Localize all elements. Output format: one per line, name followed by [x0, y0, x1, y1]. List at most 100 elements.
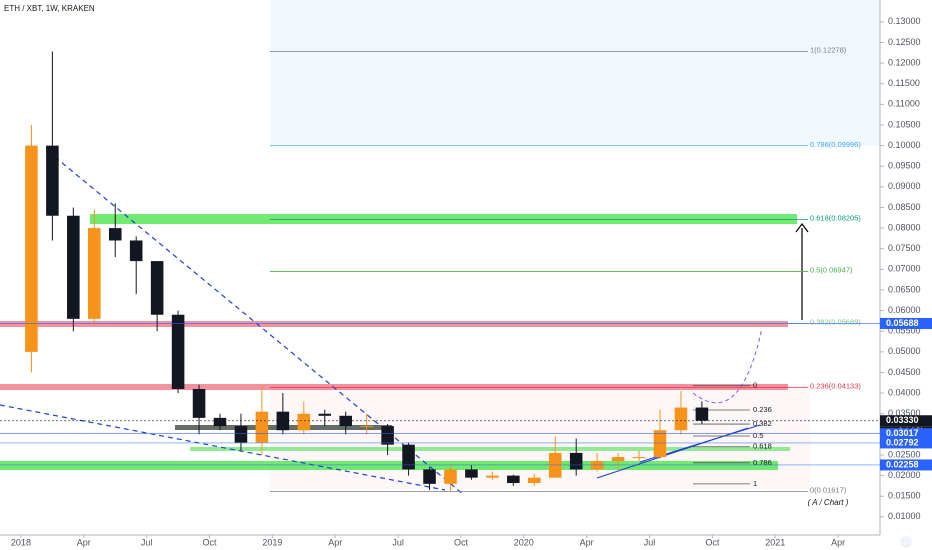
candle-body [402, 444, 415, 470]
y-tick-label: 0.07000 [888, 264, 921, 274]
x-tick-label: Oct [203, 537, 218, 547]
small-fib-label: 0.382 [753, 419, 772, 428]
y-tick-label: 0.01500 [888, 491, 921, 501]
fib-label: 0.236(0.04133) [810, 382, 861, 391]
candle-body [381, 426, 394, 445]
candle-body [255, 411, 269, 443]
candle-body [213, 417, 227, 427]
y-tick-label: 0.05000 [888, 346, 921, 356]
x-tick-label: Oct [454, 537, 469, 547]
candle-body [129, 240, 143, 262]
arrow-head [795, 223, 809, 233]
x-tick-label: 2021 [765, 537, 785, 547]
y-tick-label: 0.11000 [888, 99, 920, 109]
price-tag-label: 0.03330 [886, 415, 919, 425]
x-tick-label: Oct [705, 537, 720, 547]
projection [692, 327, 763, 404]
small-fib-label: 0.236 [753, 405, 772, 414]
y-tick-label: 0.04500 [888, 367, 921, 377]
x-tick-label: 2018 [11, 537, 31, 547]
candle-body [653, 430, 667, 458]
candle-body [465, 469, 478, 478]
price-tag [880, 317, 932, 329]
candle-body [276, 411, 290, 431]
y-tick-label: 0.02000 [888, 470, 921, 480]
fib-label: 0.382(0.05689) [810, 317, 861, 326]
fib-label: 0.786(0.09996) [810, 140, 861, 149]
y-tick-label: 0.06000 [888, 305, 921, 315]
y-tick-label: 0.12500 [888, 37, 921, 47]
fib-label: 0(0.01617) [810, 485, 847, 494]
fib-label: 0.5(0.06947) [810, 266, 853, 275]
zone [90, 214, 797, 224]
fib-fill [270, 385, 810, 490]
y-tick-label: 0.12000 [888, 57, 921, 67]
chart-title: ETH / XBT, 1W, KRAKEN [4, 4, 95, 13]
candle-body [297, 413, 311, 431]
candle-body [150, 261, 164, 315]
x-tick-label: Apr [831, 537, 845, 547]
x-tick-label: Apr [77, 537, 91, 547]
price-tag-label: 0.02792 [886, 437, 919, 447]
small-fib-label: 0.786 [753, 458, 772, 467]
price-tag-label: 0.03017 [886, 428, 919, 438]
fib-fill [270, 0, 880, 146]
x-tick-label: Jul [644, 537, 656, 547]
candle-body [25, 145, 38, 352]
candle-body [88, 228, 101, 319]
small-fib-label: 0.618 [753, 442, 772, 451]
x-tick-label: Jul [141, 537, 153, 547]
candle-body [171, 314, 185, 389]
candle-body [507, 475, 520, 484]
candle-body [632, 457, 646, 459]
zone [0, 384, 788, 390]
x-tick-label: 2019 [262, 537, 282, 547]
y-tick-label: 0.10000 [888, 140, 921, 150]
y-tick-label: 0.06500 [888, 284, 921, 294]
trend-line [54, 156, 464, 495]
candle-body [360, 426, 373, 428]
price-tag [880, 428, 932, 440]
y-tick-label: 0.08500 [888, 202, 921, 212]
y-tick-label: 0.09500 [888, 161, 921, 171]
y-tick-label: 0.13000 [888, 16, 921, 26]
candle-body [192, 388, 206, 418]
candle-body [234, 426, 248, 443]
price-tag-label: 0.02258 [886, 459, 919, 469]
price-tag [880, 437, 932, 449]
candle-body [674, 407, 688, 431]
trend-line [0, 404, 446, 491]
y-tick-label: 0.07500 [888, 243, 921, 253]
candle-body [486, 475, 499, 478]
candle-body [318, 413, 332, 416]
candle-body [695, 407, 709, 421]
small-fib-label: 1 [753, 479, 757, 488]
x-tick-label: Jul [392, 537, 404, 547]
candle-body [108, 228, 122, 241]
candle-body [528, 477, 541, 484]
x-tick-label: Apr [580, 537, 594, 547]
small-fib-label: 0.5 [753, 431, 763, 440]
fib-label: 1(0.12278) [810, 46, 847, 55]
price-tag [880, 459, 932, 471]
candle-body [46, 145, 59, 216]
x-tick-label: 2020 [514, 537, 534, 547]
y-tick-label: 0.02500 [888, 449, 921, 459]
auto-scale[interactable] [900, 536, 912, 548]
y-tick-label: 0.10500 [888, 119, 921, 129]
y-tick-label: 0.05500 [888, 326, 921, 336]
candle-body [611, 457, 625, 462]
y-tick-label: 0.08000 [888, 222, 921, 232]
zone [0, 461, 778, 470]
y-tick-label: 0.04000 [888, 387, 921, 397]
x-tick-label: Apr [328, 537, 342, 547]
y-tick-label: 0.11500 [888, 78, 920, 88]
zone [0, 321, 788, 327]
annotation: ( A / Chart ) [808, 498, 849, 507]
candle-body [423, 469, 436, 484]
price-tag-label: 0.05688 [886, 318, 919, 328]
fib-label: 0.618(0.08205) [810, 214, 861, 223]
y-tick-label: 0.03500 [888, 408, 921, 418]
candle-body [569, 452, 583, 470]
